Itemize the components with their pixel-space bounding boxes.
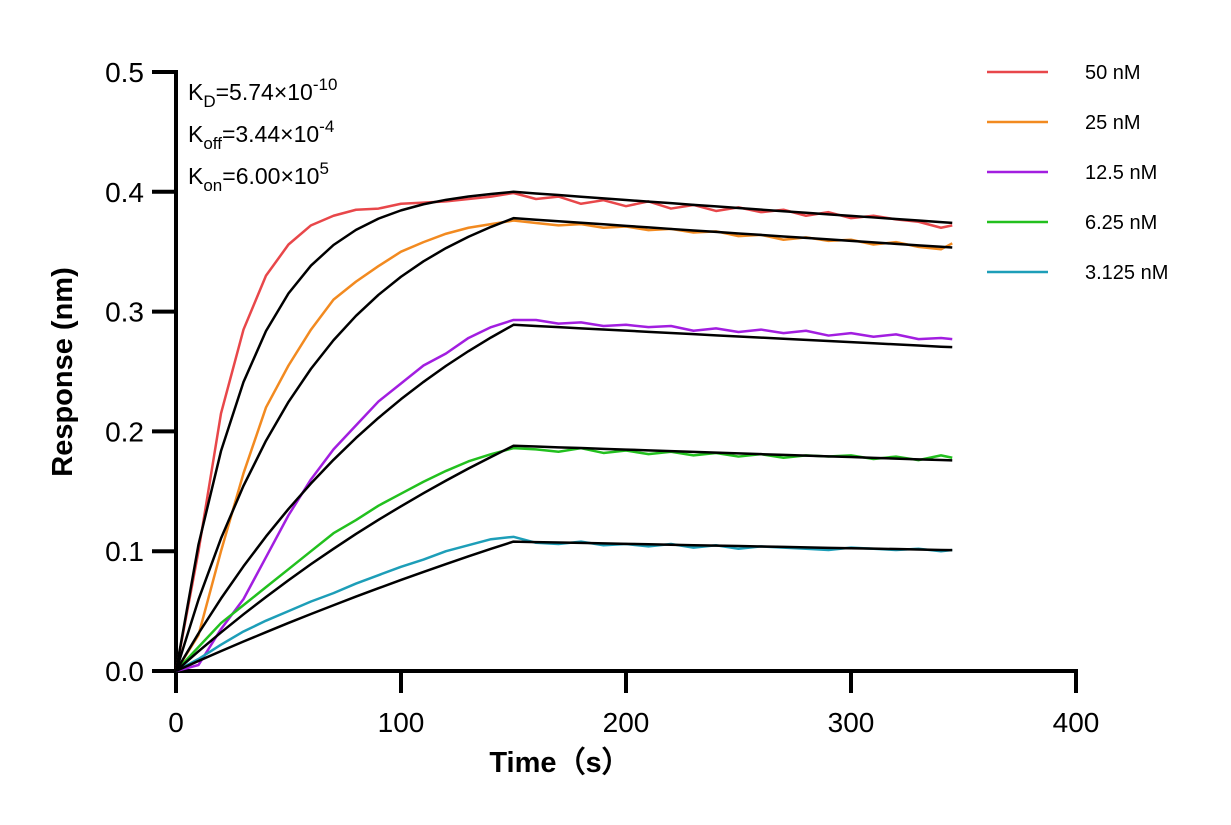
annotation-subscript: on bbox=[203, 176, 222, 195]
annotation-symbol: K bbox=[188, 163, 204, 189]
annotation-text: =6.00×10 bbox=[222, 163, 319, 189]
data-line bbox=[175, 540, 953, 673]
y-axis-label: Response (nm) bbox=[47, 267, 79, 476]
x-tick-label: 100 bbox=[378, 707, 425, 738]
annotation: Kon=6.00×105 bbox=[188, 159, 329, 195]
x-axis-label: Time（s） bbox=[489, 746, 630, 779]
x-tick-label: 300 bbox=[828, 707, 875, 738]
annotation-exponent: -4 bbox=[319, 117, 334, 136]
data-line bbox=[175, 318, 953, 673]
legend-label: 6.25 nM bbox=[1085, 212, 1157, 234]
y-tick-label: 0.4 bbox=[105, 177, 144, 208]
x-tick-label: 0 bbox=[168, 707, 184, 738]
data-line bbox=[174, 190, 953, 672]
annotation: KD=5.74×10-10 bbox=[188, 75, 337, 111]
annotation-symbol: K bbox=[188, 79, 204, 105]
annotation-exponent: -10 bbox=[313, 75, 338, 94]
data-line bbox=[175, 444, 953, 672]
x-tick-label: 400 bbox=[1053, 707, 1100, 738]
x-tick-label: 200 bbox=[603, 707, 650, 738]
y-tick-label: 0.2 bbox=[105, 416, 144, 447]
legend-label: 50 nM bbox=[1085, 62, 1141, 84]
legend-label: 3.125 nM bbox=[1085, 262, 1168, 284]
annotation-subscript: off bbox=[203, 134, 222, 153]
y-tick-label: 0.0 bbox=[105, 656, 144, 687]
legend-label: 25 nM bbox=[1085, 112, 1141, 134]
annotation-text: =3.44×10 bbox=[222, 121, 319, 147]
data-line bbox=[175, 446, 953, 672]
annotation-exponent: 5 bbox=[319, 159, 328, 178]
data-line bbox=[174, 191, 953, 672]
y-tick-label: 0.5 bbox=[105, 57, 144, 88]
annotation-subscript: D bbox=[203, 92, 215, 111]
y-tick-label: 0.3 bbox=[105, 297, 144, 328]
y-tick-label: 0.1 bbox=[105, 536, 144, 567]
data-line bbox=[174, 323, 953, 672]
annotation-symbol: K bbox=[188, 121, 204, 147]
data-line bbox=[174, 216, 953, 672]
annotation: Koff=3.44×10-4 bbox=[188, 117, 334, 153]
legend-label: 12.5 nM bbox=[1085, 162, 1157, 184]
annotation-text: =5.74×10 bbox=[216, 79, 313, 105]
data-line bbox=[175, 535, 953, 673]
